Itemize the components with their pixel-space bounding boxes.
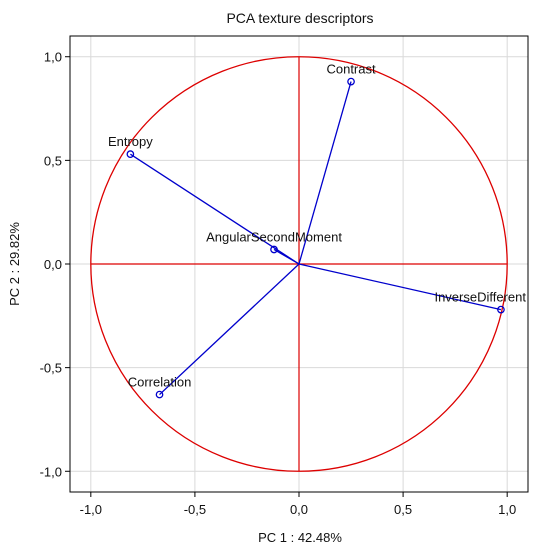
y-tick-label-3: 0,5 xyxy=(44,153,62,168)
x-tick-label-0: -1,0 xyxy=(80,502,102,517)
y-tick-label-4: 1,0 xyxy=(44,50,62,65)
point-label-entropy: Entropy xyxy=(108,134,153,149)
point-labels: Contrast Entropy AngularSecondMoment Invers… xyxy=(108,62,526,390)
chart-title: PCA texture descriptors xyxy=(226,10,373,26)
x-tick-label-3: 0,5 xyxy=(394,502,412,517)
tick-labels: -1,0 -0,5 0,0 0,5 1,0 -1,0 -0,5 0,0 0,5 1,0 xyxy=(40,50,517,517)
vector-contrast xyxy=(298,81,352,265)
vector-angularsecondmoment xyxy=(273,248,300,265)
point-label-correlation: Correlation xyxy=(128,375,192,390)
loading-vectors xyxy=(126,77,505,399)
unit-circle xyxy=(90,56,508,472)
point-inversedifferent xyxy=(497,305,505,314)
vector-correlation xyxy=(159,263,300,396)
point-angularsecondmoment xyxy=(270,245,278,254)
x-tick-label-4: 1,0 xyxy=(498,502,516,517)
point-contrast xyxy=(347,77,355,86)
x-tick-label-1: -0,5 xyxy=(184,502,206,517)
vector-inversedifferent xyxy=(298,263,502,311)
y-axis-label: PC 2 : 29.82% xyxy=(7,222,22,306)
vector-entropy xyxy=(130,153,300,265)
point-label-inversedifferent: InverseDifferent xyxy=(434,290,526,305)
point-correlation xyxy=(155,390,164,399)
x-axis-label: PC 1 : 42.48% xyxy=(258,530,342,545)
x-tick-label-2: 0,0 xyxy=(290,502,308,517)
y-tick-label-2: 0,0 xyxy=(44,257,62,272)
point-label-angularsecondmoment: AngularSecondMoment xyxy=(206,229,342,244)
correlation-circle xyxy=(90,56,508,472)
point-entropy xyxy=(126,150,135,158)
y-tick-label-0: -1,0 xyxy=(40,464,62,479)
point-label-contrast: Contrast xyxy=(326,62,376,77)
y-tick-label-1: -0,5 xyxy=(40,361,62,376)
